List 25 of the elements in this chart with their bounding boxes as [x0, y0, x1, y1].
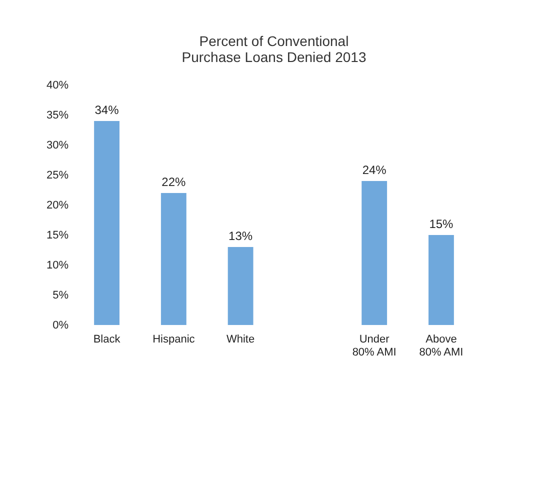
- y-tick-label: 10%: [46, 260, 69, 272]
- data-label: 22%: [162, 175, 186, 189]
- y-tick-label: 30%: [46, 140, 69, 152]
- y-tick-label: 5%: [52, 290, 69, 302]
- y-tick-label: 15%: [46, 230, 69, 242]
- bar: [160, 193, 186, 325]
- data-label: 24%: [362, 163, 387, 177]
- x-tick-label: White: [226, 334, 255, 346]
- data-label: 15%: [429, 217, 454, 231]
- bar: [228, 247, 254, 325]
- data-label: 13%: [228, 229, 253, 243]
- y-tick-label: 25%: [46, 170, 69, 182]
- y-tick-label: 0%: [52, 320, 69, 332]
- x-tick-label: Under 80% AMI: [352, 334, 396, 358]
- data-label: 34%: [94, 103, 120, 117]
- bar: [94, 121, 120, 325]
- x-tick-label: Hispanic: [152, 334, 196, 346]
- bar: [428, 235, 454, 325]
- chart-title: Percent of Conventional Purchase Loans Denied 2013: [182, 33, 366, 65]
- x-tick-label: Black: [93, 334, 121, 346]
- y-tick-label: 20%: [46, 200, 69, 212]
- y-tick-label: 35%: [46, 110, 69, 122]
- bar: [362, 181, 388, 325]
- y-tick-label: 40%: [46, 80, 69, 92]
- x-tick-label: Above 80% AMI: [419, 334, 464, 358]
